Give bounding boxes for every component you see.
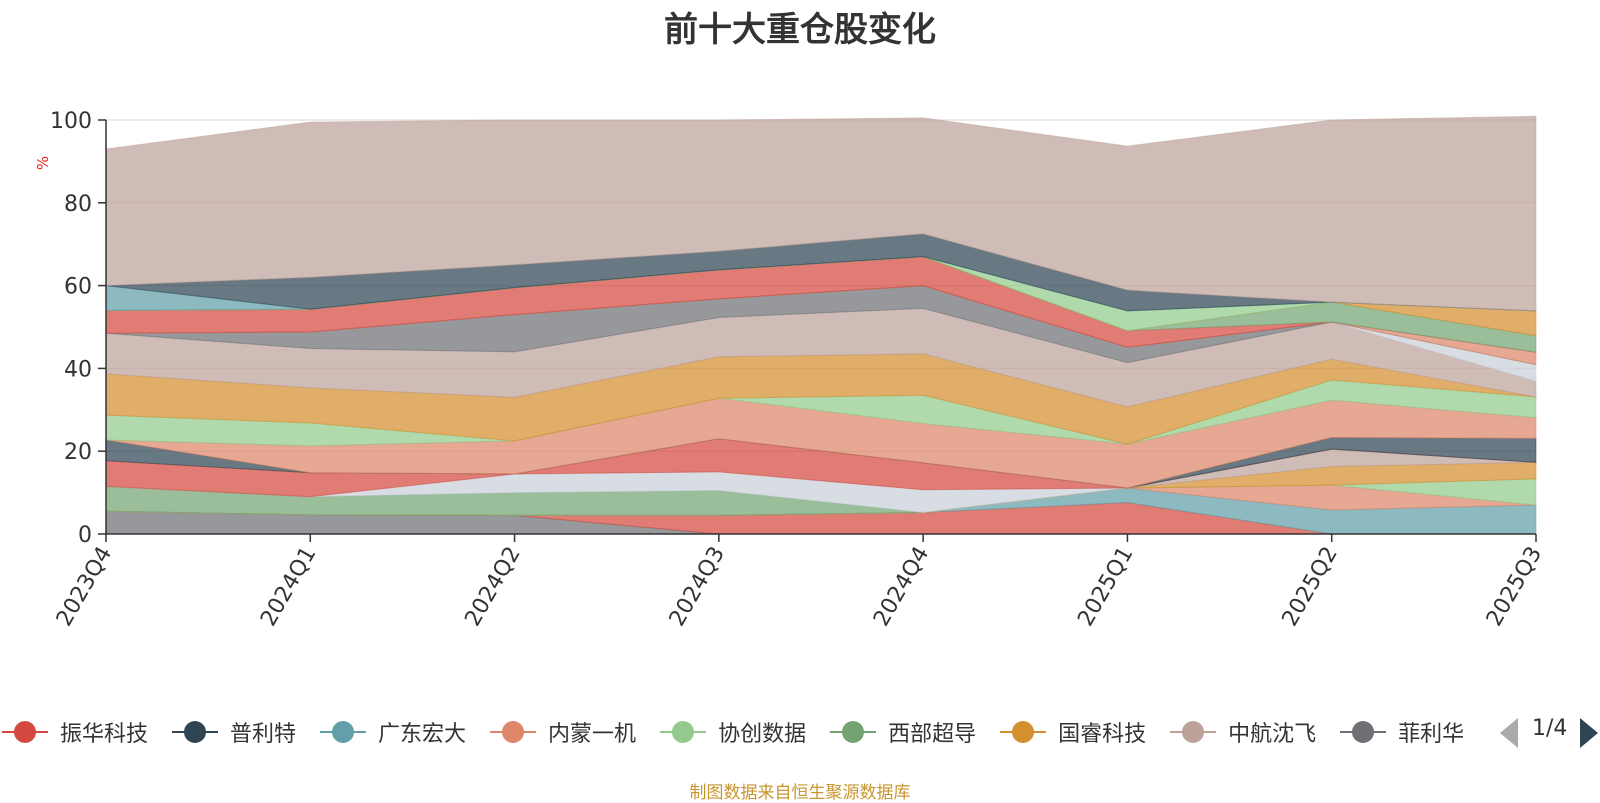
x-tick-label: 2024Q1 <box>256 543 321 631</box>
legend-label: 协创数据 <box>718 722 807 747</box>
legend-marker-icon <box>0 712 50 752</box>
x-tick-label: 2025Q3 <box>1482 543 1547 631</box>
legend-pager: 1/4 <box>1500 714 1600 750</box>
legend-label: 内蒙一机 <box>548 722 637 747</box>
legend-marker-icon <box>1168 712 1218 752</box>
legend-item[interactable]: 广东宏大 <box>318 712 466 752</box>
legend-marker-icon <box>998 712 1048 752</box>
stacked-area-chart: 0 20 40 60 80 100 2023Q4 2024Q1 2024Q2 2024Q3 2024… <box>34 109 1547 631</box>
legend-item[interactable]: 内蒙一机 <box>488 712 636 752</box>
legend-label: 国睿科技 <box>1058 722 1147 747</box>
legend-item[interactable]: 西部超导 <box>828 712 976 752</box>
y-tick-label: 80 <box>64 192 92 217</box>
y-tick-label: 40 <box>64 357 92 382</box>
legend-item[interactable]: 菲利华 <box>1338 712 1464 752</box>
legend-marker-icon <box>170 712 220 752</box>
chart-title: 前十大重仓股变化 <box>664 10 936 50</box>
area-series-layer <box>105 115 1537 535</box>
legend-label: 普利特 <box>230 722 297 747</box>
legend-marker-icon <box>828 712 878 752</box>
legend-marker-icon <box>318 712 368 752</box>
x-tick-label: 2025Q2 <box>1278 543 1343 631</box>
y-tick-label: 0 <box>78 523 92 548</box>
legend-page-indicator: 1/4 <box>1532 716 1568 741</box>
x-tick-label: 2025Q1 <box>1073 543 1138 631</box>
legend-marker-icon <box>488 712 538 752</box>
legend-label: 中航沈飞 <box>1228 722 1317 747</box>
legend-label: 振华科技 <box>60 722 149 747</box>
legend-label: 菲利华 <box>1398 722 1465 747</box>
legend-item[interactable]: 国睿科技 <box>998 712 1146 752</box>
legend-item[interactable]: 普利特 <box>170 712 296 752</box>
legend-prev-page-icon[interactable] <box>1500 718 1518 748</box>
x-tick-label: 2024Q3 <box>665 543 730 631</box>
y-tick-label: 20 <box>64 440 92 465</box>
legend-item[interactable]: 中航沈飞 <box>1168 712 1316 752</box>
x-tick-label: 2024Q2 <box>460 543 525 631</box>
legend-marker-icon <box>658 712 708 752</box>
legend-item[interactable]: 协创数据 <box>658 712 806 752</box>
legend-label: 西部超导 <box>888 722 977 747</box>
data-source-note: 制图数据来自恒生聚源数据库 <box>689 783 911 803</box>
legend-marker-icon <box>1338 712 1388 752</box>
legend: 振华科技 普利特 广东宏大 内蒙一机 协创数据 西部超导 国睿科技 中航沈飞 菲利华 <box>0 712 1480 752</box>
y-tick-label: 100 <box>50 109 92 134</box>
x-tick-label: 2023Q4 <box>52 543 117 631</box>
y-tick-label: 60 <box>64 275 92 300</box>
y-axis-label: % <box>34 156 52 170</box>
area-series-24 <box>105 115 1537 312</box>
legend-item[interactable]: 振华科技 <box>0 712 148 752</box>
legend-label: 广东宏大 <box>378 722 467 747</box>
legend-next-page-icon[interactable] <box>1580 718 1598 748</box>
x-tick-label: 2024Q4 <box>869 543 934 631</box>
